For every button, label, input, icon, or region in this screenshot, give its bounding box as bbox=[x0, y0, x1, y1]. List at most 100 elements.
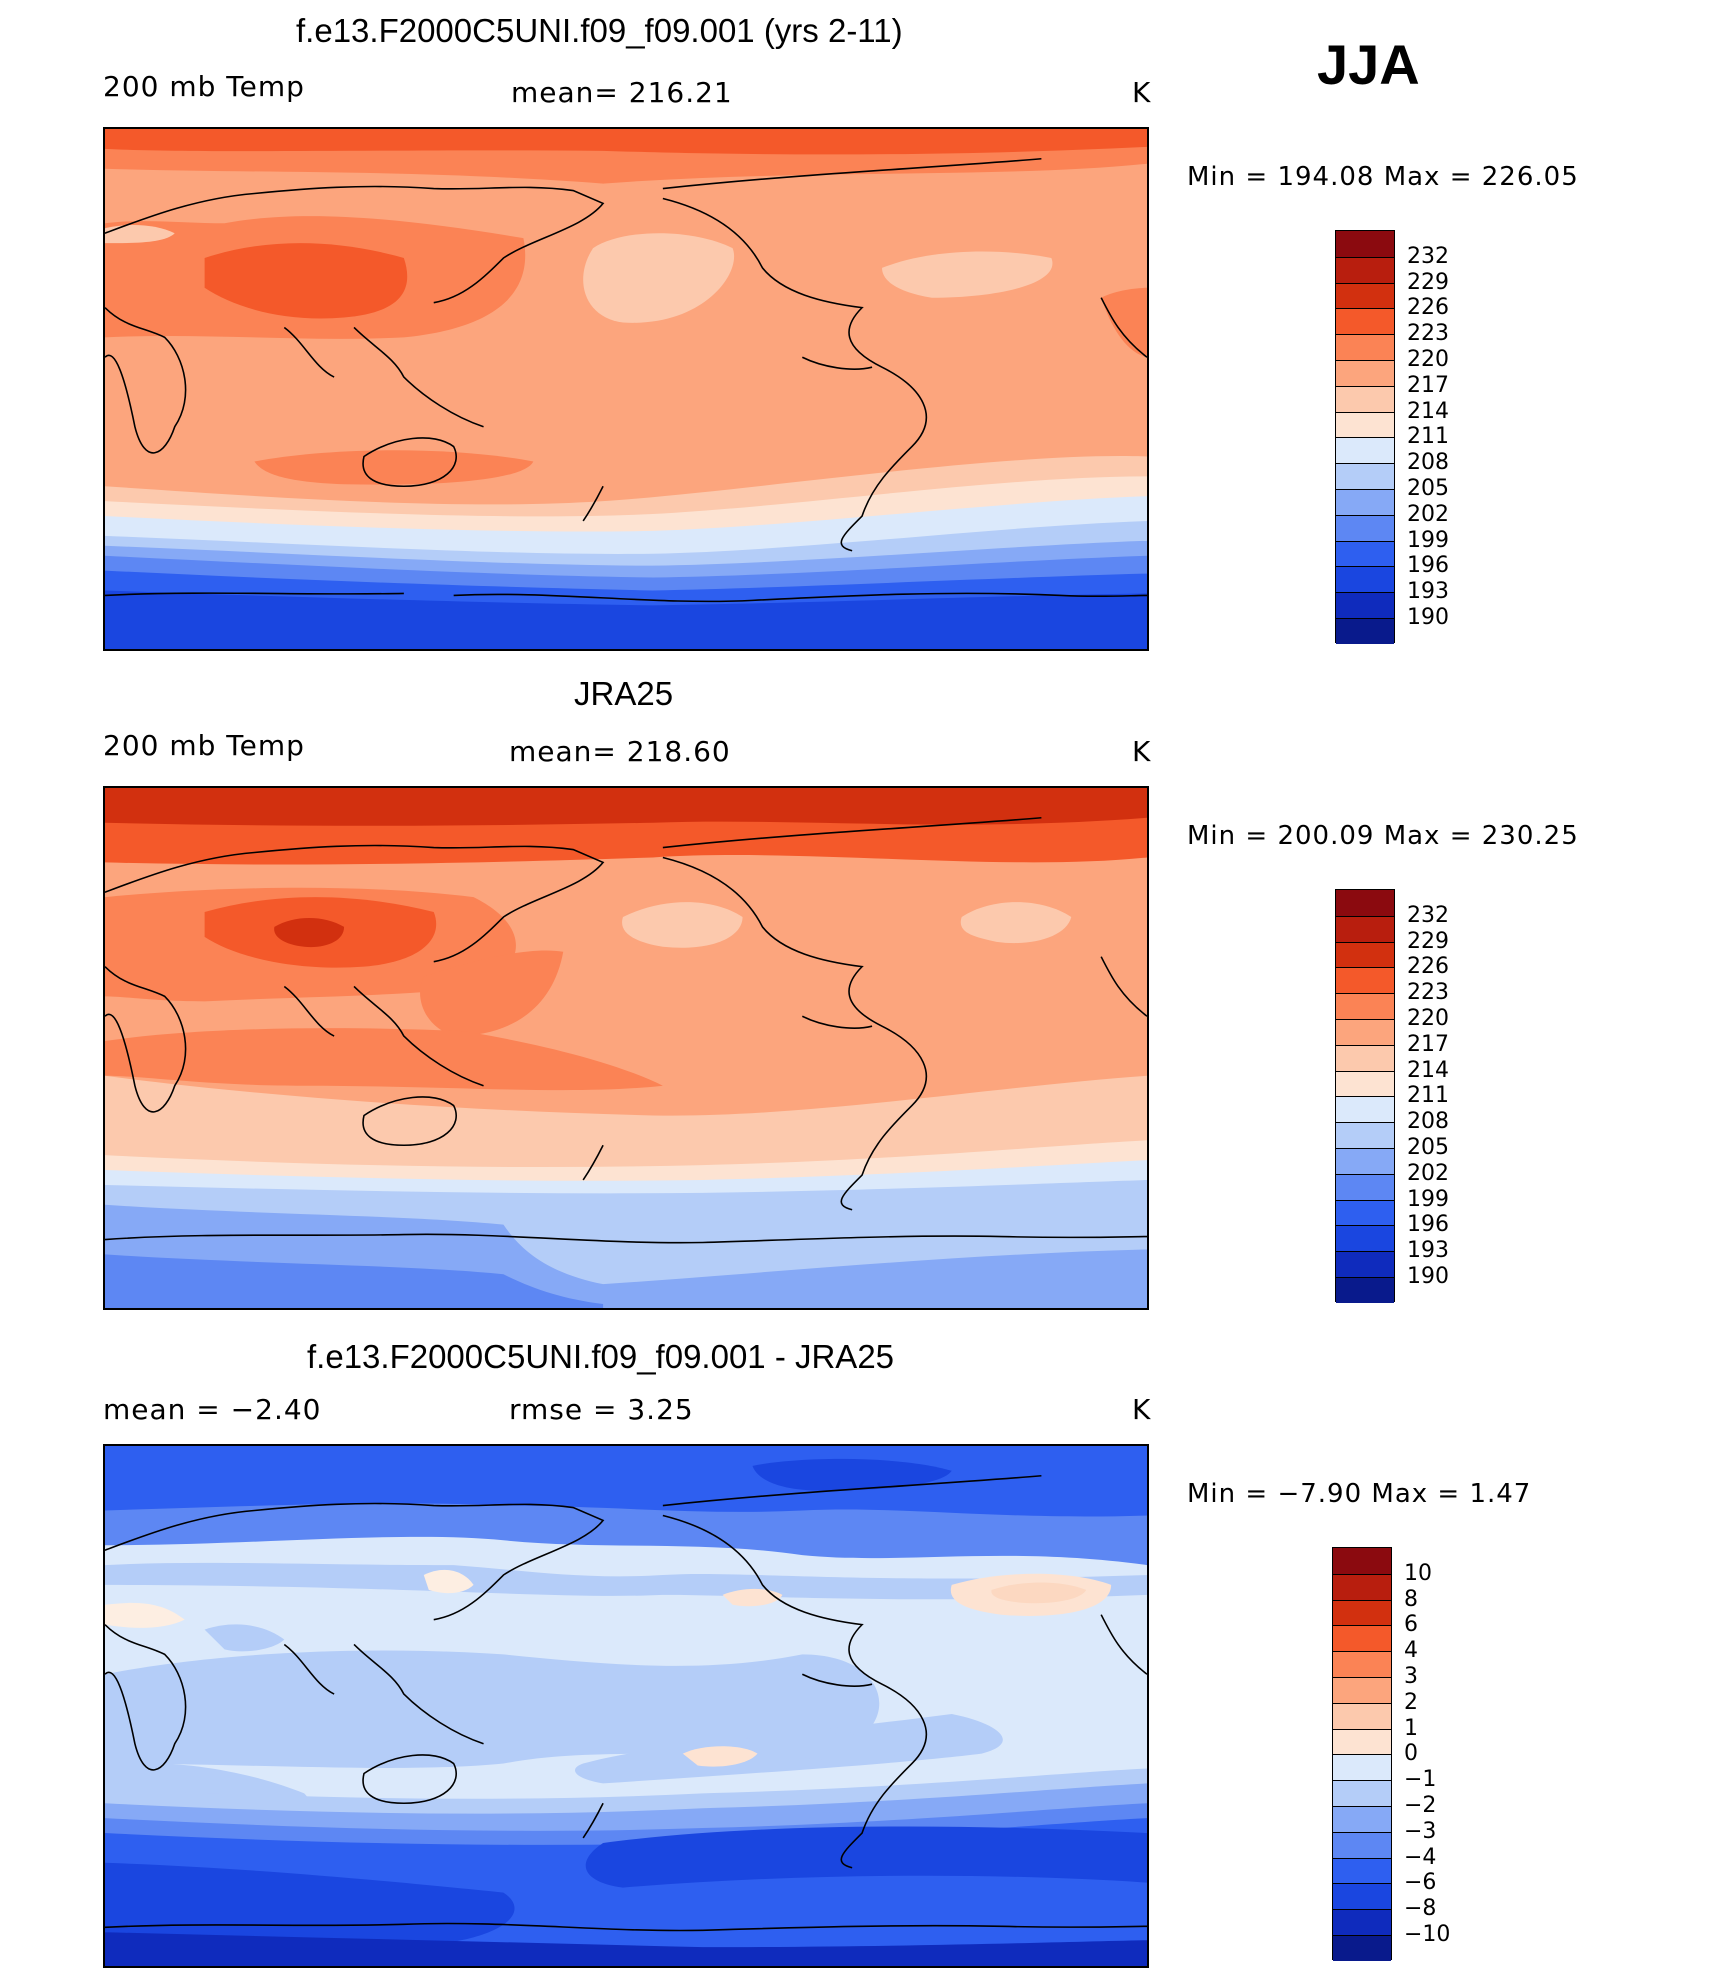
colorbar-swatch bbox=[1336, 1122, 1394, 1148]
colorbar-tick-label: 232 bbox=[1407, 902, 1449, 928]
colorbar-swatch bbox=[1333, 1599, 1391, 1626]
panel-2-contour-field bbox=[105, 788, 1147, 1308]
colorbar-swatch bbox=[1333, 1625, 1391, 1652]
colorbar-tick-label: 229 bbox=[1407, 928, 1449, 954]
colorbar-tick-label: 220 bbox=[1407, 1006, 1449, 1031]
colorbar-swatch bbox=[1336, 1070, 1394, 1097]
colorbar-swatch bbox=[1336, 1225, 1394, 1252]
colorbar-tick-label: 226 bbox=[1407, 295, 1449, 321]
colorbar-swatch bbox=[1336, 231, 1394, 257]
colorbar-tick-label: −8 bbox=[1404, 1896, 1437, 1922]
panel-3-units-label: K bbox=[1132, 1393, 1152, 1426]
panel-1-mean-label: mean= 216.21 bbox=[511, 76, 733, 109]
panel-3-coastlines bbox=[105, 1474, 1147, 1932]
colorbar-swatch bbox=[1336, 1251, 1394, 1277]
colorbar-tick-label: 223 bbox=[1407, 980, 1449, 1006]
colorbar-tick-label: −4 bbox=[1404, 1844, 1437, 1870]
colorbar-swatch bbox=[1333, 1909, 1391, 1935]
colorbar-swatch bbox=[1336, 967, 1394, 994]
colorbar-swatch bbox=[1333, 1651, 1391, 1677]
colorbar-tick-label: −10 bbox=[1404, 1922, 1451, 1947]
panel-3-title: f.e13.F2000C5UNI.f09_f09.001 - JRA25 bbox=[307, 1338, 895, 1375]
panel-1-title: f.e13.F2000C5UNI.f09_f09.001 (yrs 2-11) bbox=[296, 12, 903, 49]
colorbar-swatch bbox=[1333, 1857, 1391, 1884]
colorbar-swatch bbox=[1336, 941, 1394, 968]
colorbar-swatch bbox=[1336, 540, 1394, 567]
colorbar-tick-label: 220 bbox=[1407, 347, 1449, 372]
colorbar-tick-label: 3 bbox=[1404, 1664, 1418, 1689]
colorbar-tick-label: 214 bbox=[1407, 398, 1449, 424]
panel-1-contour-field bbox=[105, 129, 1147, 649]
colorbar-tick-label: 217 bbox=[1407, 1031, 1449, 1057]
panel-1-minmax: Min = 194.08 Max = 226.05 bbox=[1187, 162, 1579, 192]
colorbar-swatch bbox=[1336, 489, 1394, 515]
panel-3-contour-field bbox=[105, 1446, 1147, 1966]
colorbar-swatch bbox=[1336, 385, 1394, 412]
season-label: JJA bbox=[1317, 33, 1420, 96]
colorbar-tick-label: −1 bbox=[1404, 1767, 1437, 1793]
colorbar-tick-label: 6 bbox=[1404, 1612, 1418, 1638]
colorbar-swatch bbox=[1336, 1173, 1394, 1200]
panel-3-mean-label: mean = −2.40 bbox=[103, 1393, 322, 1426]
colorbar-swatch bbox=[1336, 437, 1394, 464]
colorbar-tick-label: 214 bbox=[1407, 1057, 1449, 1083]
colorbar-tick-label: −6 bbox=[1404, 1870, 1437, 1896]
colorbar-tick-label: 223 bbox=[1407, 321, 1449, 347]
colorbar-swatch bbox=[1333, 1702, 1391, 1729]
colorbar-swatch bbox=[1333, 1573, 1391, 1600]
panel-2-variable-label: 200 mb Temp bbox=[103, 729, 305, 762]
colorbar-swatch bbox=[1336, 1148, 1394, 1174]
colorbar-tick-label: 10 bbox=[1404, 1560, 1432, 1586]
colorbar-tick-label: 208 bbox=[1407, 450, 1449, 476]
colorbar-tick-label: 193 bbox=[1407, 1238, 1449, 1264]
colorbar-swatch bbox=[1336, 514, 1394, 541]
colorbar-swatch bbox=[1333, 1548, 1391, 1574]
colorbar-tick-label: 196 bbox=[1407, 553, 1449, 579]
colorbar-tick-label: 205 bbox=[1407, 476, 1449, 501]
panel-2-minmax: Min = 200.09 Max = 230.25 bbox=[1187, 821, 1579, 851]
colorbar-tick-label: 229 bbox=[1407, 269, 1449, 295]
colorbar-swatch bbox=[1336, 592, 1394, 618]
colorbar-tick-label: 1 bbox=[1404, 1715, 1418, 1741]
panel-1-variable-label: 200 mb Temp bbox=[103, 70, 305, 103]
colorbar-swatch bbox=[1336, 411, 1394, 438]
panel-2-mean-label: mean= 218.60 bbox=[509, 735, 731, 768]
colorbar-tick-label: 2 bbox=[1404, 1689, 1418, 1715]
colorbar-tick-label: 202 bbox=[1407, 501, 1449, 527]
colorbar-swatch bbox=[1336, 566, 1394, 593]
panel-1-colorbar-box bbox=[1335, 230, 1395, 644]
colorbar-swatch bbox=[1336, 993, 1394, 1019]
colorbar-swatch bbox=[1333, 1677, 1391, 1703]
colorbar-tick-label: 202 bbox=[1407, 1160, 1449, 1186]
colorbar-tick-label: 226 bbox=[1407, 954, 1449, 980]
colorbar-swatch bbox=[1333, 1883, 1391, 1910]
colorbar-tick-label: 205 bbox=[1407, 1135, 1449, 1160]
colorbar-tick-label: 199 bbox=[1407, 527, 1449, 553]
colorbar-tick-label: 217 bbox=[1407, 372, 1449, 398]
colorbar-swatch bbox=[1333, 1935, 1391, 1961]
colorbar-swatch bbox=[1336, 308, 1394, 335]
panel-2-coastlines bbox=[105, 816, 1147, 1244]
panel-1-units-label: K bbox=[1132, 76, 1152, 109]
panel-3-colorbar-box bbox=[1332, 1547, 1392, 1961]
colorbar-tick-label: 193 bbox=[1407, 579, 1449, 605]
colorbar-tick-label: 8 bbox=[1404, 1586, 1418, 1612]
panel-1-coastlines bbox=[105, 157, 1147, 603]
colorbar-swatch bbox=[1333, 1728, 1391, 1755]
colorbar-swatch bbox=[1333, 1806, 1391, 1832]
colorbar-swatch bbox=[1336, 463, 1394, 489]
colorbar-tick-label: 199 bbox=[1407, 1186, 1449, 1212]
colorbar-swatch bbox=[1336, 915, 1394, 942]
colorbar-tick-label: 208 bbox=[1407, 1109, 1449, 1135]
panel-3-map bbox=[103, 1444, 1149, 1968]
colorbar-swatch bbox=[1336, 360, 1394, 386]
colorbar-tick-label: 0 bbox=[1404, 1741, 1418, 1767]
colorbar-tick-label: 211 bbox=[1407, 424, 1449, 450]
panel-2-units-label: K bbox=[1132, 735, 1152, 768]
panel-2-map bbox=[103, 786, 1149, 1310]
colorbar-tick-label: 232 bbox=[1407, 243, 1449, 269]
colorbar-swatch bbox=[1336, 1277, 1394, 1303]
panel-3-rmse-label: rmse = 3.25 bbox=[509, 1393, 694, 1426]
panel-3-minmax: Min = −7.90 Max = 1.47 bbox=[1187, 1479, 1532, 1509]
colorbar-swatch bbox=[1336, 1199, 1394, 1226]
